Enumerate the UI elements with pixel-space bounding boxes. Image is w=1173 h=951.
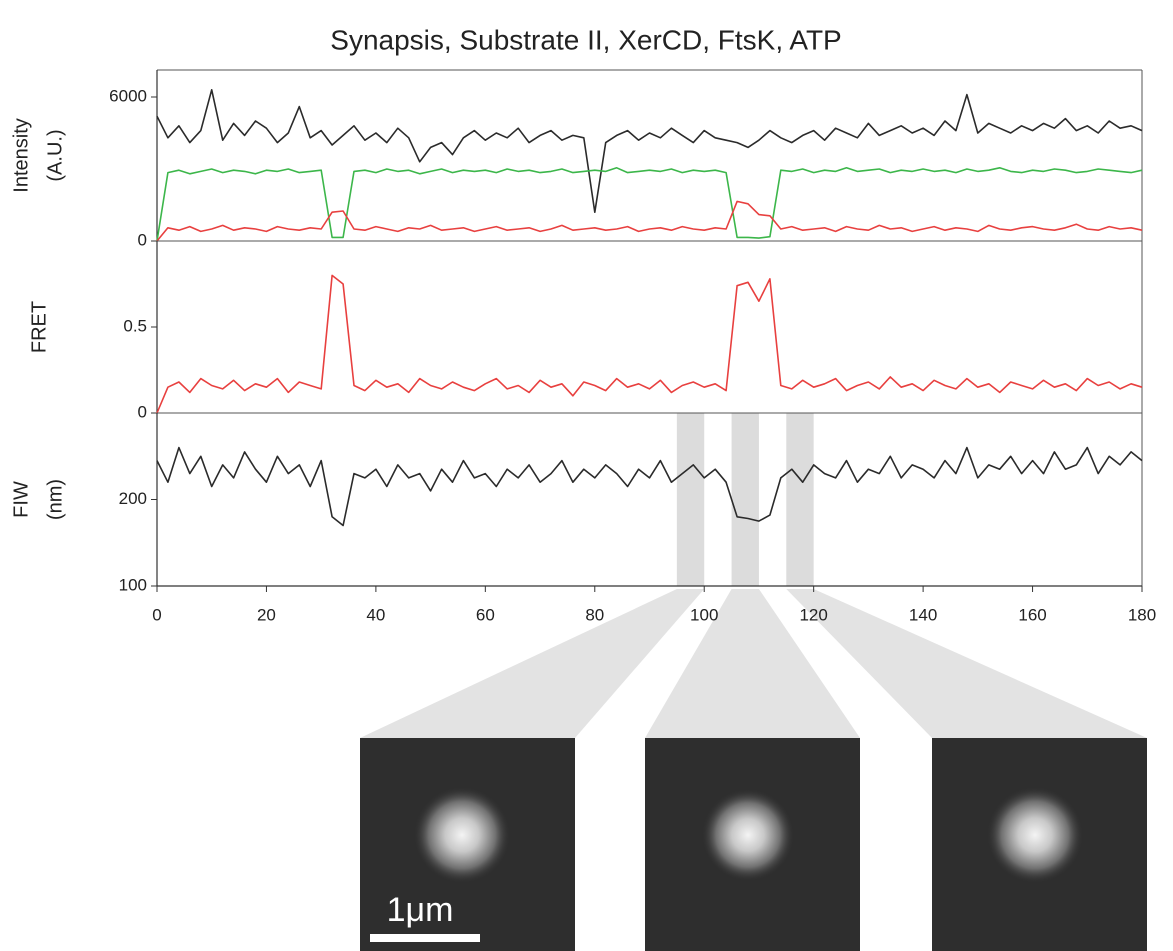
fan [786,589,1147,738]
y-axis-label: (A.U.) [44,129,66,181]
highlight [786,413,814,586]
trace [156,89,1143,213]
y-tick-label: 6000 [109,86,147,105]
y-tick-label: 0.5 [123,316,147,335]
scale-bar [370,934,480,942]
spot [414,787,510,883]
spot [702,789,794,881]
y-axis-label: FIW [10,481,32,518]
fan [645,589,860,738]
chart-title: Synapsis, Substrate II, XerCD, FtsK, ATP [330,24,841,55]
y-axis-label: FRET [28,301,50,353]
y-tick-label: 100 [119,575,147,594]
y-axis-label: Intensity [10,118,32,192]
trace [156,167,1143,242]
x-tick-label: 60 [476,605,495,624]
frames: 1μm [360,738,1147,951]
x-tick-label: 20 [257,605,276,624]
x-tick-label: 80 [585,605,604,624]
fan [360,589,705,738]
highlight [676,413,705,586]
trace [156,446,1143,527]
x-tick-label: 160 [1018,605,1046,624]
y-tick-label: 200 [119,489,147,508]
fans [360,589,1147,738]
y-tick-label: 0 [138,230,147,249]
x-tick-label: 140 [909,605,937,624]
x-tick-label: 100 [690,605,718,624]
scale-bar-label: 1μm [387,891,454,929]
y-axis-label: (nm) [44,479,66,520]
spot [987,787,1083,883]
x-tick-label: 180 [1128,605,1156,624]
highlight [731,413,759,586]
x-tick-label: 120 [799,605,827,624]
x-tick-label: 0 [152,605,161,624]
trace [156,200,1143,242]
y-tick-label: 0 [138,402,147,421]
x-tick-label: 40 [366,605,385,624]
trace [156,274,1143,414]
